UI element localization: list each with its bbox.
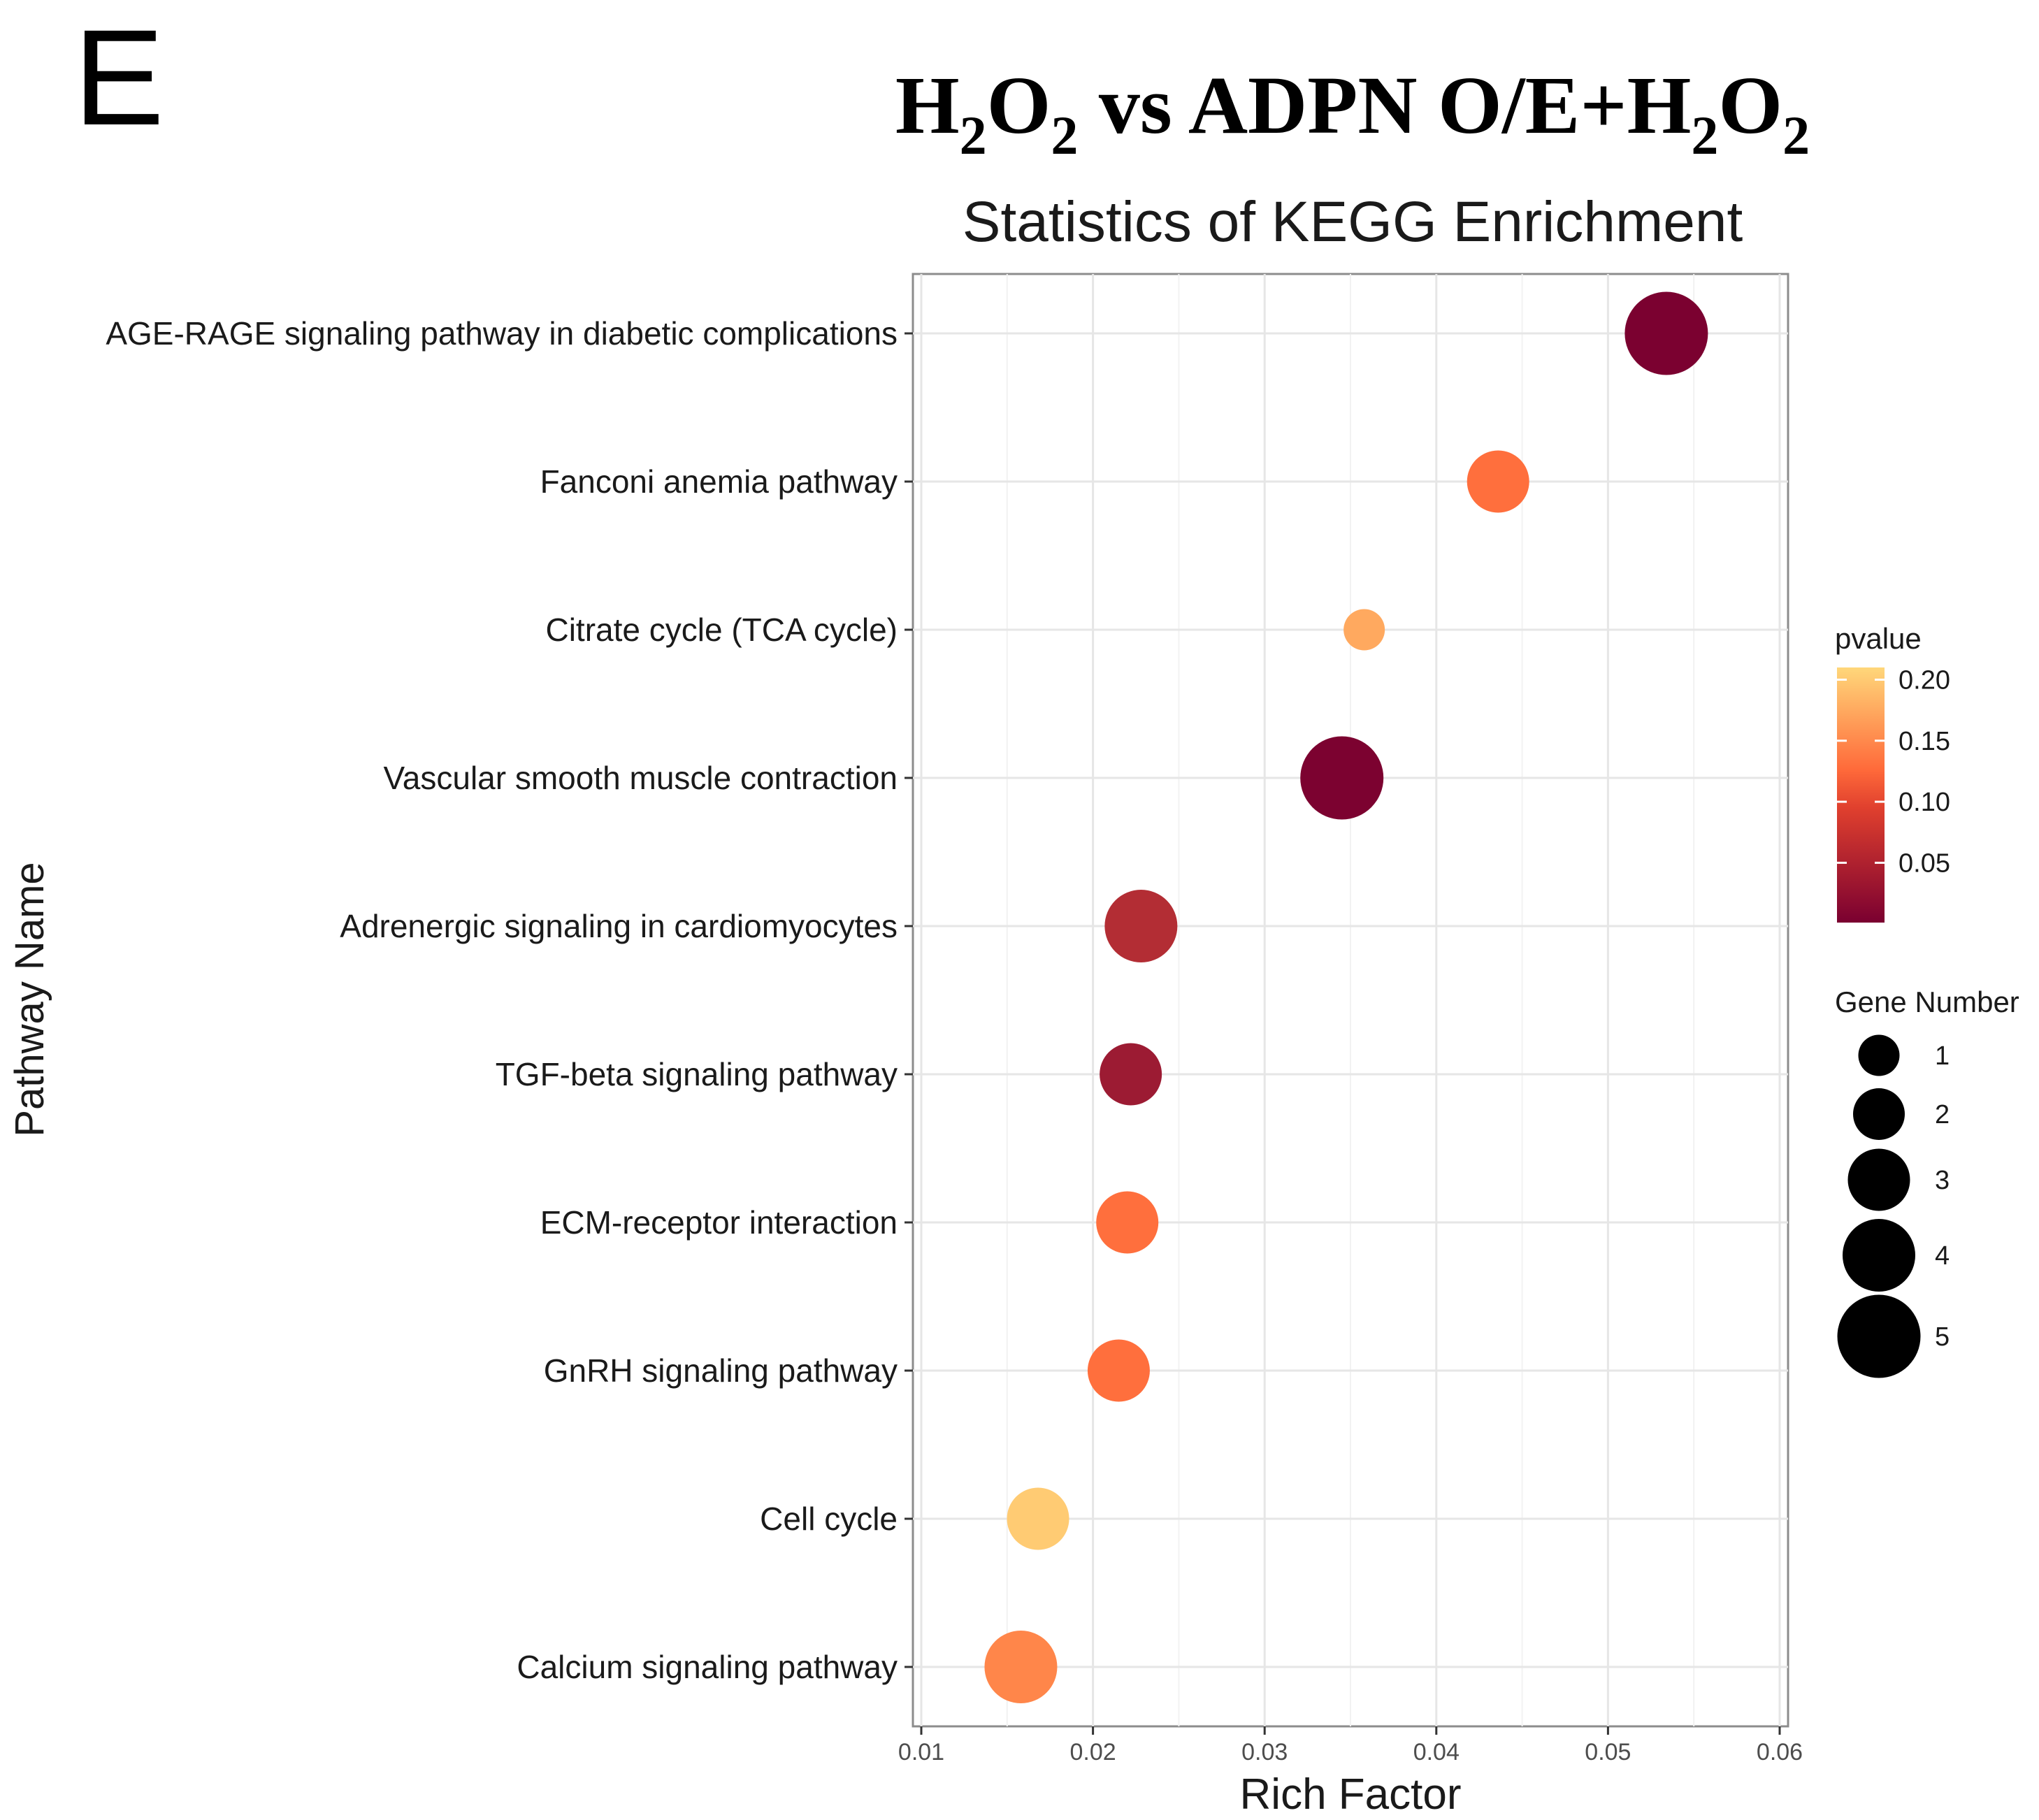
gene-number-key-label: 2 [1935, 1100, 1950, 1129]
data-point [1300, 736, 1384, 820]
x-tick-label: 0.05 [1585, 1739, 1631, 1765]
y-tick-label: Cell cycle [760, 1501, 898, 1537]
pvalue-legend: pvalue 0.20 0.15 0.10 0.05 [1835, 622, 1950, 923]
chart-title: Statistics of KEGG Enrichment [963, 190, 1743, 254]
title-text: vs ADPN O/E+H [1078, 59, 1691, 151]
pvalue-legend-title: pvalue [1835, 622, 1922, 655]
gene-number-key [1853, 1088, 1905, 1140]
gene-number-key [1858, 1034, 1900, 1076]
data-point [1087, 1339, 1150, 1402]
y-tick-label: GnRH signaling pathway [544, 1352, 898, 1389]
pvalue-ticks: 0.20 0.15 0.10 0.05 [1837, 665, 1950, 878]
grid-major [913, 274, 1788, 1726]
x-tick-label: 0.06 [1757, 1739, 1803, 1765]
grid-minor [1006, 274, 1695, 1726]
x-tick-label: 0.04 [1413, 1739, 1460, 1765]
gene-number-keys: 1 2 3 4 5 [1837, 1034, 1950, 1378]
title-text: O [987, 59, 1051, 151]
gene-number-key [1847, 1148, 1910, 1211]
x-axis-label: Rich Factor [1240, 1770, 1462, 1819]
y-tick-label: AGE-RAGE signaling pathway in diabetic c… [106, 315, 898, 352]
y-tick-label: Citrate cycle (TCA cycle) [545, 612, 898, 648]
y-axis: AGE-RAGE signaling pathway in diabetic c… [106, 315, 913, 1685]
y-tick-label: ECM-receptor interaction [540, 1204, 898, 1241]
data-point [1343, 609, 1385, 651]
x-tick-label: 0.03 [1241, 1739, 1288, 1765]
gene-number-legend: Gene Number 1 2 3 4 5 [1835, 985, 2019, 1378]
gene-number-key [1843, 1219, 1915, 1292]
data-point [1007, 1487, 1069, 1550]
title-text: O [1718, 59, 1782, 151]
gene-number-key-label: 4 [1935, 1241, 1950, 1271]
y-tick-label: Fanconi anemia pathway [540, 463, 898, 500]
panel-letter: E [73, 1, 164, 154]
title-subscript: 2 [1782, 105, 1810, 166]
title-subscript: 2 [960, 105, 987, 166]
x-tick-label: 0.01 [898, 1739, 944, 1765]
y-tick-label: Adrenergic signaling in cardiomyocytes [340, 908, 898, 944]
data-point [1624, 291, 1708, 375]
gene-number-key-label: 5 [1935, 1322, 1950, 1352]
title-text: H [895, 59, 960, 151]
colorbar-tick-label: 0.15 [1898, 727, 1950, 756]
data-point [1100, 1043, 1162, 1106]
y-tick-label: Vascular smooth muscle contraction [384, 760, 898, 796]
comparison-title: H2O2 vs ADPN O/E+H2O2 [895, 59, 1810, 166]
gene-number-key [1837, 1294, 1921, 1378]
gene-number-legend-title: Gene Number [1835, 985, 2019, 1018]
gene-number-key-label: 1 [1935, 1041, 1950, 1071]
title-subscript: 2 [1691, 105, 1718, 166]
y-tick-label: Calcium signaling pathway [517, 1649, 898, 1685]
data-point [1467, 450, 1529, 513]
data-points [984, 291, 1708, 1703]
x-axis: 0.01 0.02 0.03 0.04 0.05 0.06 [898, 1726, 1803, 1765]
data-point [1104, 890, 1178, 962]
y-axis-label: Pathway Name [7, 862, 52, 1136]
x-tick-label: 0.02 [1070, 1739, 1116, 1765]
colorbar-tick-label: 0.05 [1898, 848, 1950, 878]
pvalue-colorbar [1837, 667, 1885, 923]
plot-panel [912, 273, 1789, 1728]
colorbar-tick-label: 0.20 [1898, 665, 1950, 695]
gene-number-key-label: 3 [1935, 1166, 1950, 1195]
data-point [1096, 1191, 1159, 1254]
data-point [984, 1631, 1058, 1703]
y-tick-label: TGF-beta signaling pathway [496, 1056, 898, 1092]
colorbar-tick-label: 0.10 [1898, 788, 1950, 817]
title-subscript: 2 [1051, 105, 1078, 166]
